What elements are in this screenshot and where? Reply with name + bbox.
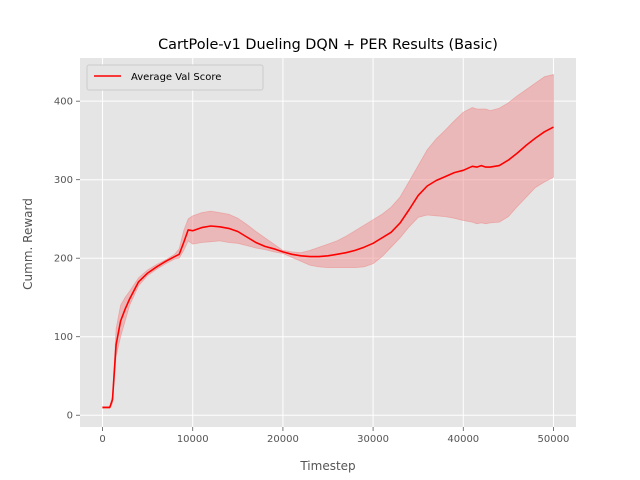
x-tick-label: 50000 <box>538 434 570 445</box>
y-tick-label: 400 <box>54 97 73 108</box>
y-tick-label: 100 <box>54 332 73 343</box>
y-axis-label: Cumm. Reward <box>21 198 35 290</box>
x-tick-label: 30000 <box>357 434 389 445</box>
y-tick-label: 0 <box>67 411 73 422</box>
plot-area <box>80 58 576 427</box>
legend-label: Average Val Score <box>131 72 221 83</box>
confidence-band-0 <box>102 73 554 409</box>
x-tick-label: 10000 <box>177 434 209 445</box>
legend-box <box>86 64 264 91</box>
chart-title: CartPole-v1 Dueling DQN + PER Results (B… <box>158 37 498 53</box>
legend: Average Val Score <box>86 64 264 91</box>
series-line-0 <box>102 126 554 409</box>
axis-ticks: 0 10000 20000 30000 40000 50000 0 100 200 300 400 <box>54 97 569 445</box>
x-tick-label: 40000 <box>447 434 479 445</box>
x-tick-label: 0 <box>99 434 105 445</box>
x-axis-label: Timestep <box>299 459 355 473</box>
y-tick-label: 200 <box>54 254 73 265</box>
y-tick-label: 300 <box>54 175 73 186</box>
plot-background <box>80 58 576 427</box>
x-tick-label: 20000 <box>267 434 299 445</box>
